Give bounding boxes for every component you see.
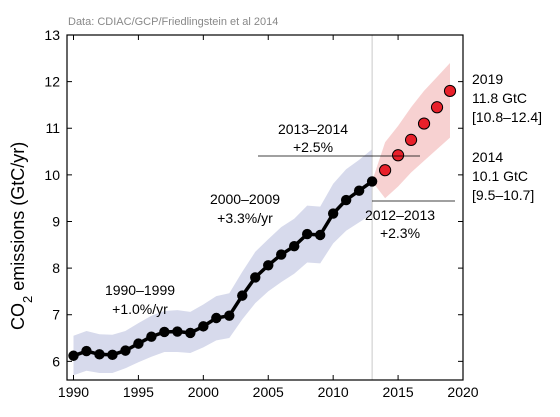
x-tick-label: 1995 bbox=[123, 384, 154, 400]
y-tick-label: 13 bbox=[44, 27, 60, 43]
observed-data-point bbox=[211, 312, 222, 324]
annotation-1990-rate: +1.0%/yr bbox=[112, 301, 168, 317]
x-tick-label: 2020 bbox=[447, 384, 478, 400]
projection-uncertainty-band bbox=[372, 63, 450, 199]
observed-data-point bbox=[314, 229, 326, 241]
observed-uncertainty-band bbox=[73, 149, 373, 376]
data-points bbox=[68, 84, 457, 361]
annotation-2012-2013-period: 2012–2013 bbox=[365, 207, 435, 223]
observed-data-point bbox=[340, 194, 352, 206]
y-axis-label: CO2 emissions (GtC/yr) bbox=[8, 142, 35, 330]
projection-data-point bbox=[391, 149, 405, 162]
projection-data-point bbox=[378, 164, 392, 177]
y-axis-label-subscript: 2 bbox=[20, 296, 35, 303]
projection-data-point bbox=[417, 117, 431, 130]
annotation-2014-estimate: 10.1 GtC bbox=[472, 168, 528, 184]
annotation-2014-range: [9.5–10.7] bbox=[472, 187, 534, 203]
y-axis-label-prefix: CO bbox=[8, 303, 28, 330]
y-tick-label: 12 bbox=[44, 74, 60, 90]
observed-data-point bbox=[185, 327, 196, 339]
annotation-2019-year: 2019 bbox=[472, 71, 503, 87]
annotation-2019-value: 2019 11.8 GtC [10.8–12.4] bbox=[472, 71, 542, 125]
axis-ticks: 1990 1995 2000 2005 2010 2015 2020 6 7 8 9 10 11 12 13 bbox=[44, 27, 478, 400]
uncertainty-bands bbox=[73, 63, 450, 376]
y-axis-label-suffix: emissions (GtC/yr) bbox=[8, 142, 28, 296]
annotation-2000-period: 2000–2009 bbox=[210, 191, 280, 207]
observed-data-point bbox=[94, 349, 105, 360]
observed-data-point bbox=[276, 249, 287, 260]
annotation-2013-2014-rate: +2.5% bbox=[293, 139, 333, 155]
y-tick-label: 6 bbox=[52, 353, 60, 369]
y-tick-label: 9 bbox=[52, 213, 60, 229]
x-tick-label: 1990 bbox=[58, 384, 89, 400]
annotation-2019-range: [10.8–12.4] bbox=[472, 109, 542, 125]
observed-data-point bbox=[289, 240, 300, 252]
annotation-2012-2013-rate: +2.3% bbox=[380, 225, 420, 241]
observed-data-point bbox=[81, 345, 92, 357]
x-tick-label: 2005 bbox=[253, 384, 284, 400]
observed-data-point bbox=[366, 176, 378, 187]
observed-data-point bbox=[68, 350, 79, 361]
y-tick-label: 11 bbox=[45, 120, 60, 136]
annotation-2014-value: 2014 10.1 GtC [9.5–10.7] bbox=[472, 149, 534, 203]
plot-frame bbox=[66, 34, 464, 381]
projection-data-point bbox=[404, 133, 418, 146]
x-tick-label: 2000 bbox=[188, 384, 219, 400]
projection-data-point bbox=[443, 84, 457, 98]
y-tick-label: 8 bbox=[52, 260, 60, 276]
annotation-1990-period: 1990–1999 bbox=[105, 282, 175, 298]
annotation-2014-year: 2014 bbox=[472, 149, 503, 165]
projection-data-point bbox=[430, 101, 444, 114]
observed-data-point bbox=[250, 272, 261, 283]
annotation-2013-2014-period: 2013–2014 bbox=[278, 121, 348, 137]
observed-data-point bbox=[263, 260, 274, 271]
annotation-2013-2014: 2013–2014 +2.5% bbox=[258, 121, 420, 157]
observed-data-point bbox=[133, 338, 144, 349]
observed-data-point bbox=[159, 326, 170, 338]
observed-data-point bbox=[237, 290, 248, 301]
observed-data-point bbox=[301, 228, 313, 240]
y-tick-label: 7 bbox=[52, 307, 60, 323]
y-tick-label: 10 bbox=[44, 167, 60, 183]
annotation-2000-2009: 2000–2009 +3.3%/yr bbox=[210, 191, 280, 226]
observed-data-point bbox=[353, 185, 365, 196]
annotation-1990-1999: 1990–1999 +1.0%/yr bbox=[105, 282, 175, 317]
x-tick-label: 2015 bbox=[383, 384, 414, 400]
observed-data-point bbox=[107, 349, 118, 361]
observed-data-point bbox=[146, 331, 157, 342]
annotation-2019-estimate: 11.8 GtC bbox=[472, 90, 527, 106]
observed-data-point bbox=[120, 345, 131, 356]
annotation-2012-2013: 2012–2013 +2.3% bbox=[365, 200, 455, 241]
observed-data-point bbox=[224, 310, 235, 321]
observed-data-point bbox=[172, 326, 183, 337]
observed-data-point bbox=[198, 321, 209, 332]
x-tick-label: 2010 bbox=[318, 384, 349, 400]
annotation-2000-rate: +3.3%/yr bbox=[217, 210, 273, 226]
observed-data-point bbox=[327, 208, 339, 219]
chart-source-note: Data: CDIAC/GCP/Friedlingstein et al 201… bbox=[68, 16, 278, 28]
